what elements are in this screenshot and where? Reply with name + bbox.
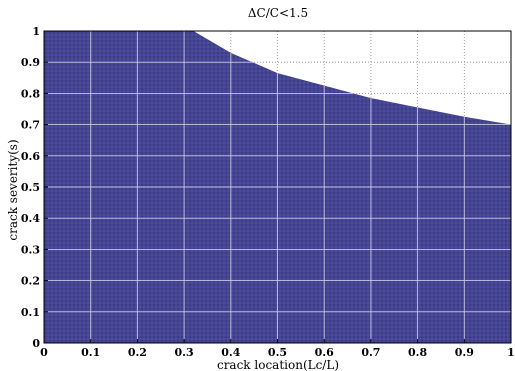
x-tick-label: 0.2 bbox=[128, 346, 147, 359]
x-tick-label: 0.8 bbox=[408, 346, 427, 359]
y-tick-label: 0.7 bbox=[21, 119, 40, 132]
y-tick-label: 1 bbox=[32, 25, 40, 38]
x-tick-label: 0.5 bbox=[268, 346, 287, 359]
x-tick-label: 0 bbox=[40, 346, 48, 359]
x-tick-label: 1 bbox=[507, 346, 515, 359]
x-tick-label: 0.6 bbox=[315, 346, 334, 359]
y-tick-label: 0.4 bbox=[21, 212, 40, 225]
plot-area bbox=[43, 30, 512, 344]
y-tick-label: 0 bbox=[32, 337, 40, 350]
x-tick-label: 0.1 bbox=[81, 346, 100, 359]
y-tick-label: 0.2 bbox=[21, 275, 40, 288]
x-axis-label: crack location(Lc/L) bbox=[217, 358, 339, 371]
y-tick-label: 0.8 bbox=[21, 87, 40, 100]
chart-title: ΔC/C<1.5 bbox=[248, 6, 308, 20]
y-tick-label: 0.9 bbox=[21, 56, 40, 69]
y-axis-label: crack severity(s) bbox=[6, 139, 20, 240]
x-tick-label: 0.9 bbox=[455, 346, 474, 359]
x-axis: 0 0.1 0.2 0.3 0.4 0.5 0.6 0.7 0.8 0.9 1 bbox=[40, 339, 515, 359]
y-tick-label: 0.1 bbox=[21, 306, 40, 319]
y-tick-label: 0.3 bbox=[21, 243, 40, 256]
x-tick-label: 0.3 bbox=[175, 346, 194, 359]
y-axis: 0 0.1 0.2 0.3 0.4 0.5 0.6 0.7 0.8 0.9 1 bbox=[21, 25, 48, 350]
x-tick-label: 0.7 bbox=[361, 346, 380, 359]
y-tick-label: 0.5 bbox=[21, 181, 40, 194]
y-tick-label: 0.6 bbox=[21, 150, 40, 163]
x-tick-label: 0.4 bbox=[221, 346, 240, 359]
